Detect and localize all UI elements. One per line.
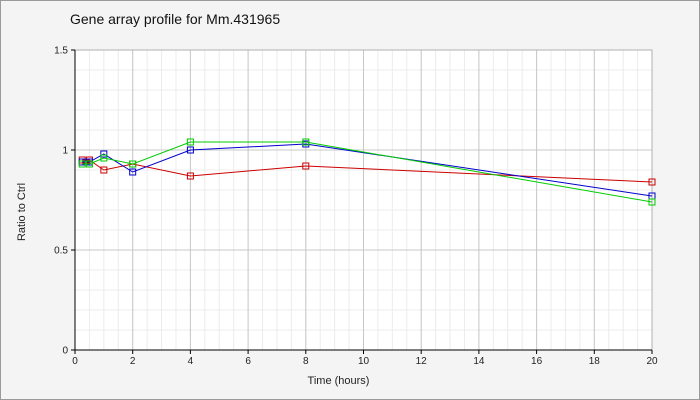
x-tick-label: 6 [245, 356, 251, 367]
x-tick-label: 2 [130, 356, 136, 367]
series-line [82, 143, 653, 197]
grid [74, 49, 653, 351]
x-tick-label: 4 [188, 356, 194, 367]
x-tick-label: 20 [646, 356, 658, 367]
y-tick-label: 0 [62, 346, 68, 357]
x-tick-label: 8 [303, 356, 309, 367]
data-point-marker [78, 160, 86, 168]
labels: 0 2 4 6 8 10 12 14 16 18 20 0 0.5 1 1.5 Time (hours) Rat… [16, 46, 658, 388]
data-point-marker [129, 160, 137, 168]
series-layer [78, 138, 656, 206]
x-tick-label: 14 [473, 356, 485, 367]
series-3 [78, 138, 656, 206]
data-point-marker [100, 154, 108, 162]
axes [71, 49, 653, 354]
x-tick-label: 12 [416, 356, 428, 367]
y-tick-label: 1 [62, 146, 68, 157]
x-tick-label: 10 [358, 356, 370, 367]
data-point-marker [186, 138, 194, 146]
data-point-marker [100, 150, 108, 158]
y-tick-label: 0.5 [54, 246, 68, 257]
data-point-marker [186, 172, 194, 180]
data-point-marker [302, 138, 310, 146]
data-point-marker [648, 198, 656, 206]
y-tick-label: 1.5 [54, 46, 68, 57]
x-axis-label: Time (hours) [308, 375, 370, 387]
data-point-marker [302, 162, 310, 170]
data-point-marker [100, 166, 108, 174]
y-axis-label: Ratio to Ctrl [16, 183, 28, 241]
series-line [82, 141, 653, 203]
data-point-marker [186, 146, 194, 154]
chart-title: Gene array profile for Mm.431965 [70, 11, 281, 27]
data-point-marker [648, 178, 656, 186]
data-point-marker [129, 168, 137, 176]
x-tick-label: 16 [531, 356, 543, 367]
x-tick-label: 18 [589, 356, 601, 367]
x-tick-label: 0 [72, 356, 78, 367]
data-point-marker [85, 160, 93, 168]
